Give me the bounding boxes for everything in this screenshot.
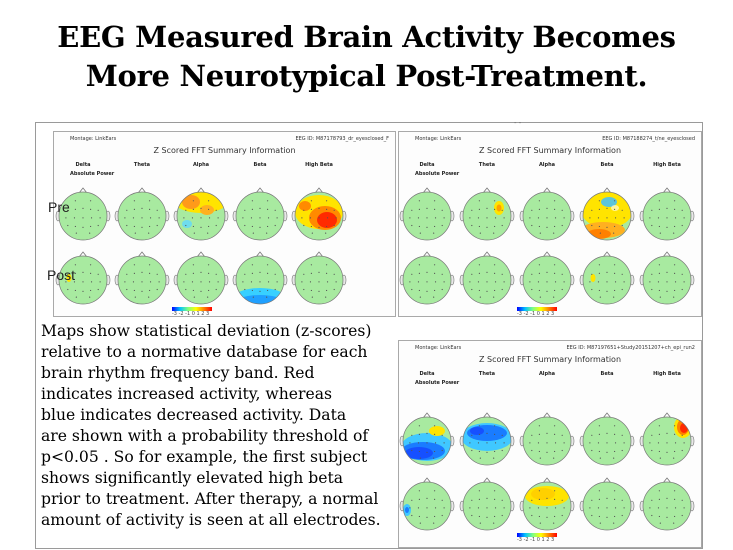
head-map [232, 187, 288, 241]
head-map [459, 187, 515, 241]
color-scale: -3 -2 -1 0 1 2 3 [172, 307, 212, 317]
head-map [519, 251, 575, 305]
band-label: Alpha [538, 162, 556, 168]
caption-line: Maps show statistical deviation (z-score… [41, 322, 372, 340]
page-title: EEG Measured Brain Activity Becomes More… [0, 18, 733, 96]
band-label: Delta [419, 371, 435, 377]
montage-label: Montage: LinkEars [415, 136, 462, 142]
head-map [173, 251, 229, 305]
caption-line: prior to treatment. After therapy, a nor… [41, 490, 379, 508]
title-line-2: More Neurotypical Post-Treatment. [85, 59, 648, 93]
eeg-figure: - - Montage: LinkEars EEG ID: M87178793_d… [35, 119, 703, 549]
color-scale: -3 -2 -1 0 1 2 3 [517, 307, 557, 317]
head-map [639, 251, 695, 305]
head-map [579, 251, 635, 305]
caption-line: shows significantly elevated high beta [41, 469, 344, 487]
measure-label: Absolute Power [415, 380, 460, 386]
montage-label: Montage: LinkEars [70, 136, 117, 142]
head-map [399, 412, 455, 466]
caption-line: brain rhythm frequency band. Red [41, 364, 315, 382]
head-map [55, 187, 111, 241]
head-maps [399, 412, 695, 531]
head-map [459, 477, 515, 531]
band-label: Theta [133, 162, 151, 168]
caption-line: blue indicates decreased activity. Data [41, 406, 347, 424]
head-map [519, 187, 575, 241]
montage-label: Montage: LinkEars [415, 345, 462, 351]
measure-label: Absolute Power [70, 171, 115, 177]
panel-subject-2: Montage: LinkEars EEG ID: M87188274_t/ne_… [398, 131, 702, 317]
color-scale-bar [517, 533, 557, 537]
caption-line: are shown with a probability threshold o… [41, 427, 369, 445]
color-scale-bar [517, 307, 557, 311]
color-scale-bar [172, 307, 212, 311]
row-label-pre: Pre [48, 199, 70, 215]
head-map [399, 187, 455, 241]
head-maps [55, 187, 347, 305]
band-label: Alpha [538, 371, 556, 377]
panel-subject-3: Montage: LinkEars EEG ID: M87197651+Study… [398, 340, 702, 548]
measure-label: Absolute Power [415, 171, 460, 177]
head-map [114, 187, 170, 241]
panel-title: Z Scored FFT Summary Information [153, 146, 296, 155]
head-map [519, 412, 575, 466]
band-label: Theta [478, 371, 496, 377]
row-label-post: Post [47, 267, 76, 283]
color-scale-ticks: -3 -2 -1 0 1 2 3 [517, 537, 555, 543]
caption-line: amount of activity is seen at all electr… [41, 511, 381, 529]
head-map [579, 477, 635, 531]
color-scale: -3 -2 -1 0 1 2 3 [517, 533, 557, 543]
band-label: Beta [600, 162, 614, 168]
head-map [579, 187, 635, 241]
head-map [459, 412, 515, 466]
head-map [399, 477, 455, 531]
panel-title: Z Scored FFT Summary Information [478, 146, 622, 155]
title-line-1: EEG Measured Brain Activity Becomes [57, 20, 676, 54]
band-label: Theta [478, 162, 496, 168]
panel-subject-1: Montage: LinkEars EEG ID: M87178793_dr_ey… [53, 131, 396, 317]
head-map [232, 251, 288, 305]
head-map [639, 187, 695, 241]
head-map [459, 251, 515, 305]
caption-line: relative to a normative database for eac… [41, 343, 368, 361]
head-map [399, 251, 455, 305]
head-map [55, 251, 111, 305]
band-label: High Beta [653, 162, 681, 168]
color-scale-ticks: -3 -2 -1 0 1 2 3 [172, 311, 210, 317]
eeg-id-label: EEG ID: M87178793_dr_eyesclosed_F [295, 136, 389, 142]
caption-line: indicates increased activity, whereas [41, 385, 332, 403]
head-map [291, 251, 347, 305]
band-label: Delta [419, 162, 435, 168]
head-map [519, 477, 575, 531]
caption-line: p<0.05 . So for example, the first subje… [41, 448, 368, 466]
eeg-id-label: EEG ID: M87188274_t/ne_eyesclosed [602, 136, 695, 142]
head-map [639, 412, 695, 466]
panel-title: Z Scored FFT Summary Information [478, 355, 622, 364]
band-label: High Beta [653, 371, 681, 377]
caption: Maps show statistical deviation (z-score… [41, 321, 396, 531]
head-maps [399, 187, 695, 305]
band-label: Alpha [192, 162, 210, 168]
head-map [291, 187, 347, 241]
eeg-id-label: EEG ID: M87197651+Study20151207+ch_epi_r… [566, 345, 695, 351]
band-label: High Beta [305, 162, 333, 168]
band-label: Beta [253, 162, 267, 168]
head-map [639, 477, 695, 531]
head-map [579, 412, 635, 466]
head-map [173, 187, 229, 241]
band-label: Beta [600, 371, 614, 377]
head-map [114, 251, 170, 305]
band-label: Delta [75, 162, 91, 168]
color-scale-ticks: -3 -2 -1 0 1 2 3 [517, 311, 555, 317]
